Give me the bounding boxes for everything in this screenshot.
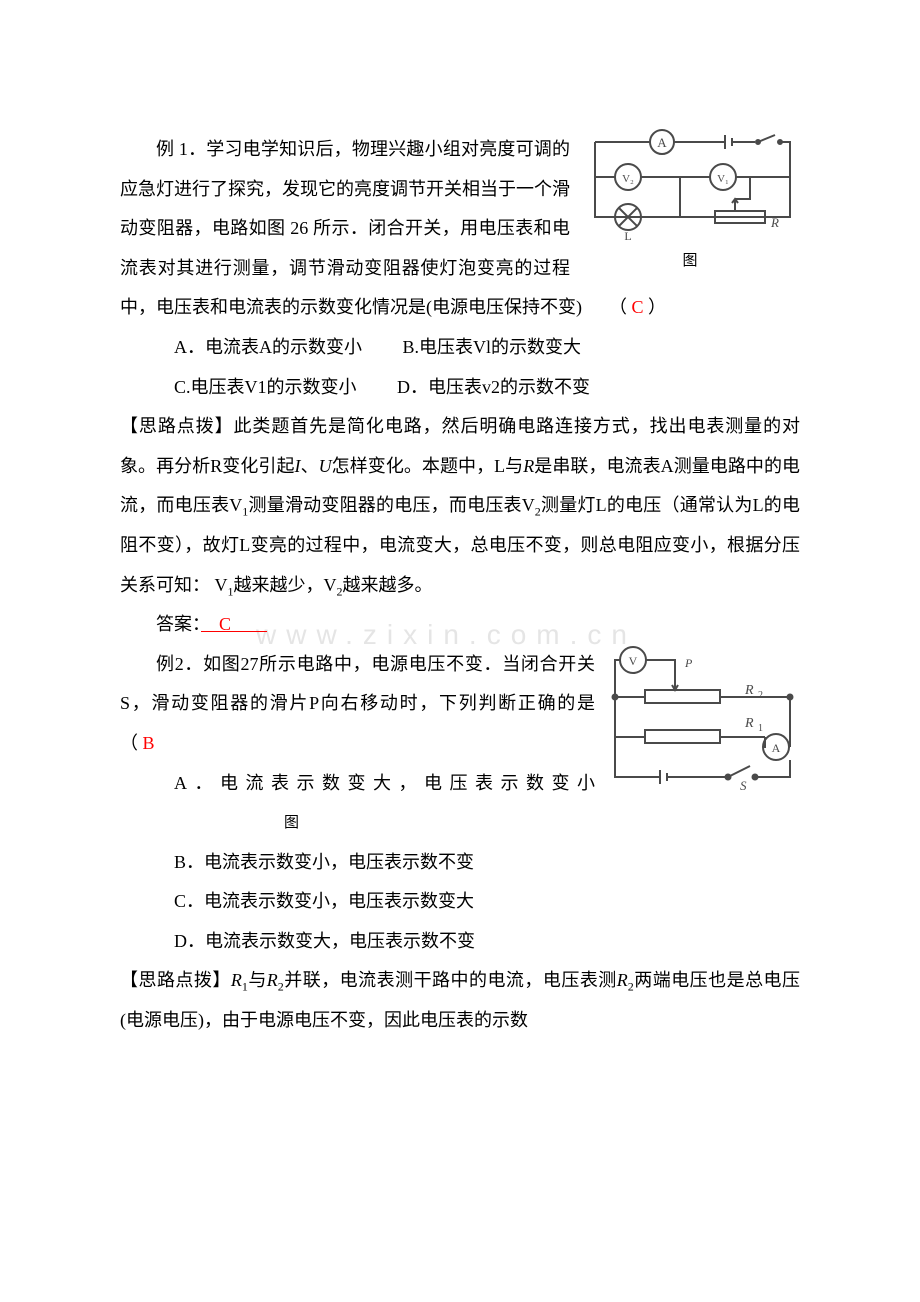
- ex2-option-a-text: A．电流表示数变大，电压表示数变小: [174, 773, 595, 793]
- diagram-1-label: 图: [580, 245, 800, 278]
- ex1-answer-label: 答案：: [156, 614, 201, 634]
- svg-text:A: A: [772, 741, 781, 755]
- diagram-2-label: 图: [230, 807, 299, 840]
- ex2-analysis-label: 【思路点拨】: [120, 970, 231, 990]
- circuit-svg-1: A V₂ V₁: [580, 127, 800, 242]
- ex1-analysis-t4: 测量滑动变阻器的电压，而电压表V: [248, 495, 534, 515]
- ex1-options-cd: C.电压表V1的示数变小 D．电压表v2的示数不变: [120, 368, 800, 408]
- ex2-option-d: D．电流表示数变大，电压表示数不变: [120, 922, 800, 962]
- ex1-answer-line: 答案： C: [120, 605, 800, 645]
- ex1-U: U: [319, 456, 332, 476]
- svg-text:V₁: V₁: [717, 173, 729, 185]
- ex1-answer-value: C: [201, 614, 267, 634]
- svg-text:S: S: [740, 778, 747, 790]
- circuit-svg-2: V P R 2 R 1 A: [605, 642, 800, 790]
- ex2-intro-text: 例2．如图27所示电路中，电源电压不变．当闭合开关S，滑动变阻器的滑片P向右移动…: [120, 654, 631, 753]
- ex1-c1: 、: [301, 456, 319, 476]
- ex2-R1: R: [231, 970, 242, 990]
- ex2-R2: R: [267, 970, 278, 990]
- ex2-R2b: R: [617, 970, 628, 990]
- circuit-diagram-1: A V₂ V₁: [580, 127, 800, 278]
- svg-text:V: V: [629, 654, 638, 668]
- ex1-analysis-label: 【思路点拨】: [120, 416, 234, 436]
- svg-text:1: 1: [758, 723, 763, 734]
- ex2-and: 与: [248, 970, 267, 990]
- svg-text:V₂: V₂: [622, 173, 634, 185]
- svg-text:R: R: [744, 683, 754, 698]
- ex2-analysis: 【思路点拨】R1与R2并联，电流表测干路中的电流，电压表测R2两端电压也是总电压…: [120, 961, 800, 1040]
- ex1-analysis-t6: 越来越少，V: [234, 575, 337, 595]
- ex1-R: R: [523, 456, 534, 476]
- ex1-analysis: 【思路点拨】此类题首先是简化电路，然后明确电路连接方式，找出电表测量的对象。再分…: [120, 407, 800, 605]
- ex1-analysis-t7: 越来越多。: [343, 575, 433, 595]
- svg-text:R: R: [744, 716, 754, 731]
- svg-text:2: 2: [758, 690, 763, 701]
- svg-text:P: P: [684, 656, 693, 670]
- ex2-option-b: B．电流表示数变小，电压表示数不变: [120, 843, 800, 883]
- ex1-analysis-t2: 怎样变化。本题中，L与: [332, 456, 524, 476]
- ex2-analysis-t1: 并联，电流表测干路中的电流，电压表测: [284, 970, 617, 990]
- ex1-intro-text: 例 1．学习电学知识后，物理兴趣小组对亮度可调的应急灯进行了探究，发现它的亮度调…: [120, 139, 627, 317]
- svg-text:A: A: [657, 135, 667, 150]
- ex1-close-paren: ）: [648, 297, 666, 317]
- page-content: www.zixin.com.cn A V₂: [120, 130, 800, 1041]
- ex2-answer-inline: B: [143, 733, 155, 753]
- svg-text:R: R: [770, 215, 779, 230]
- ex1-options-ab: A．电流表A的示数变小 B.电压表Vl的示数变大: [120, 328, 800, 368]
- ex1-answer-inline: C: [632, 297, 644, 317]
- ex2-option-c: C．电流表示数变小，电压表示数变大: [120, 882, 800, 922]
- svg-text:L: L: [624, 229, 631, 242]
- circuit-diagram-2: V P R 2 R 1 A: [605, 642, 800, 790]
